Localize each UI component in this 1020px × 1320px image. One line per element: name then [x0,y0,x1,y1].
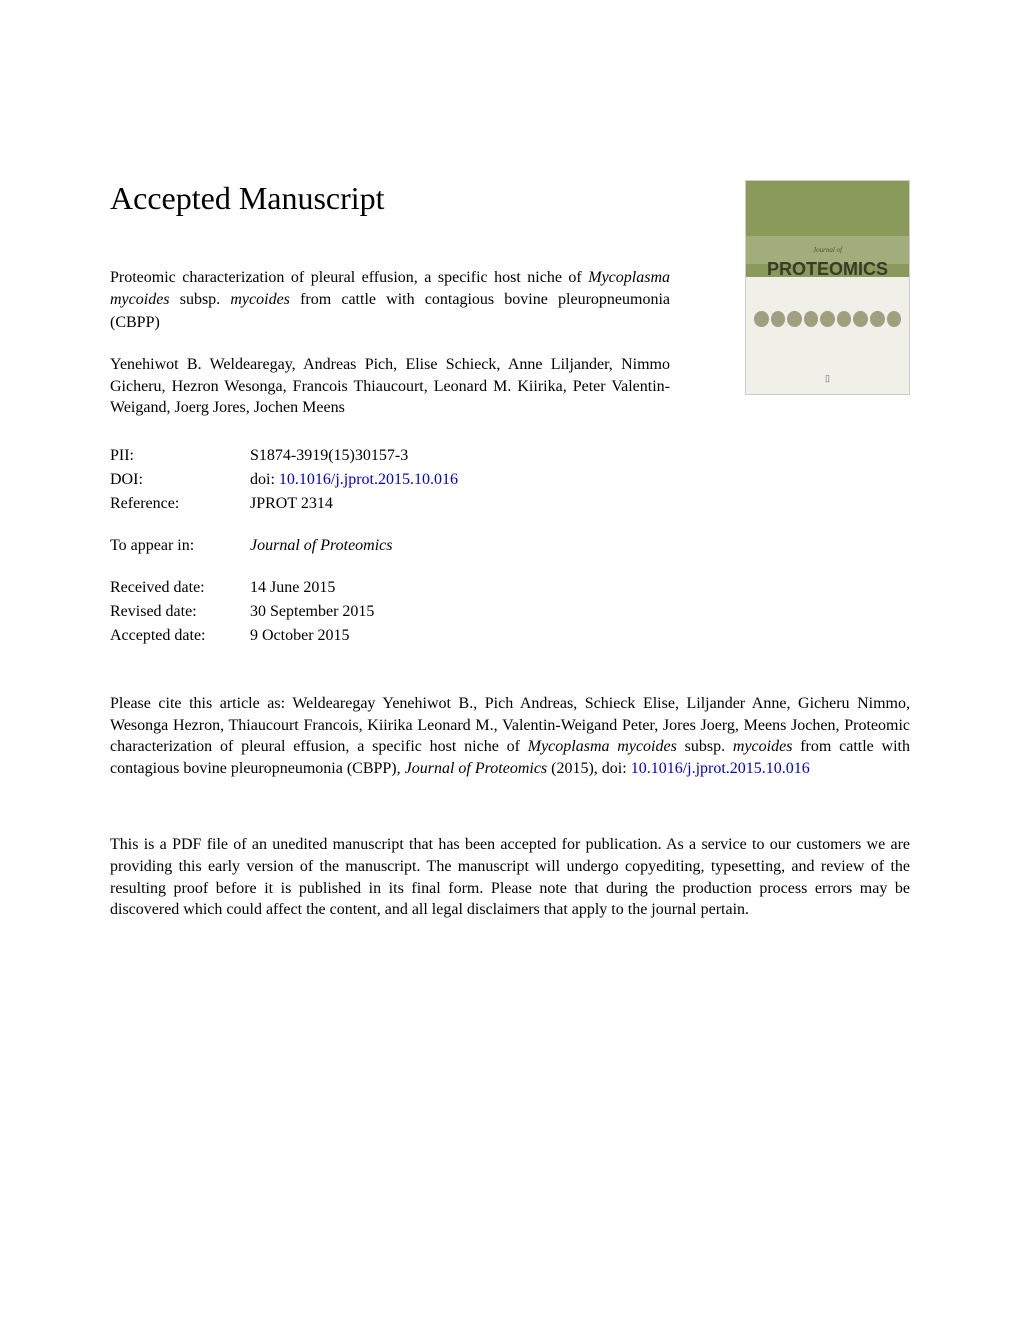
appear-label: To appear in: [110,534,250,558]
citation-mid1: subsp. [677,738,733,755]
title-species2: mycoides [230,291,290,308]
pii-value: S1874-3919(15)30157-3 [250,444,408,468]
meta-reference-row: Reference: JPROT 2314 [110,492,910,516]
citation-post: (2015), doi: [547,760,631,777]
received-value: 14 June 2015 [250,576,335,600]
meta-received-row: Received date: 14 June 2015 [110,576,910,600]
citation-journal: Journal of Proteomics [405,760,548,777]
meta-doi-row: DOI: doi: 10.1016/j.jprot.2015.10.016 [110,468,910,492]
meta-pii-row: PII: S1874-3919(15)30157-3 [110,444,910,468]
journal-cover-thumbnail: Journal of PROTEOMICS ▯ [745,180,910,395]
title-text-pre: Proteomic characterization of pleural ef… [110,269,588,286]
citation-doi-link[interactable]: 10.1016/j.jprot.2015.10.016 [631,760,810,777]
doi-value: doi: 10.1016/j.jprot.2015.10.016 [250,468,458,492]
received-label: Received date: [110,576,250,600]
revised-label: Revised date: [110,600,250,624]
disclaimer-text: This is a PDF file of an unedited manusc… [110,834,910,920]
metadata-table: PII: S1874-3919(15)30157-3 DOI: doi: 10.… [110,444,910,648]
revised-value: 30 September 2015 [250,600,374,624]
pii-label: PII: [110,444,250,468]
citation-species2: mycoides [733,738,793,755]
citation-species1: Mycoplasma mycoides [528,738,677,755]
title-text-mid: subsp. [170,291,231,308]
meta-accepted-row: Accepted date: 9 October 2015 [110,624,910,648]
appear-value: Journal of Proteomics [250,534,393,558]
meta-revised-row: Revised date: 30 September 2015 [110,600,910,624]
reference-label: Reference: [110,492,250,516]
doi-label: DOI: [110,468,250,492]
article-title: Proteomic characterization of pleural ef… [110,267,670,334]
cover-journal-name: PROTEOMICS [746,259,909,280]
doi-prefix: doi: [250,471,279,488]
doi-link[interactable]: 10.1016/j.jprot.2015.10.016 [279,471,458,488]
citation-text: Please cite this article as: Weldearegay… [110,693,910,779]
authors-list: Yenehiwot B. Weldearegay, Andreas Pich, … [110,354,670,419]
accepted-label: Accepted date: [110,624,250,648]
accepted-value: 9 October 2015 [250,624,350,648]
reference-value: JPROT 2314 [250,492,333,516]
cover-publisher-logo: ▯ [746,373,909,384]
meta-appear-row: To appear in: Journal of Proteomics [110,534,910,558]
cover-decoration [754,311,901,341]
